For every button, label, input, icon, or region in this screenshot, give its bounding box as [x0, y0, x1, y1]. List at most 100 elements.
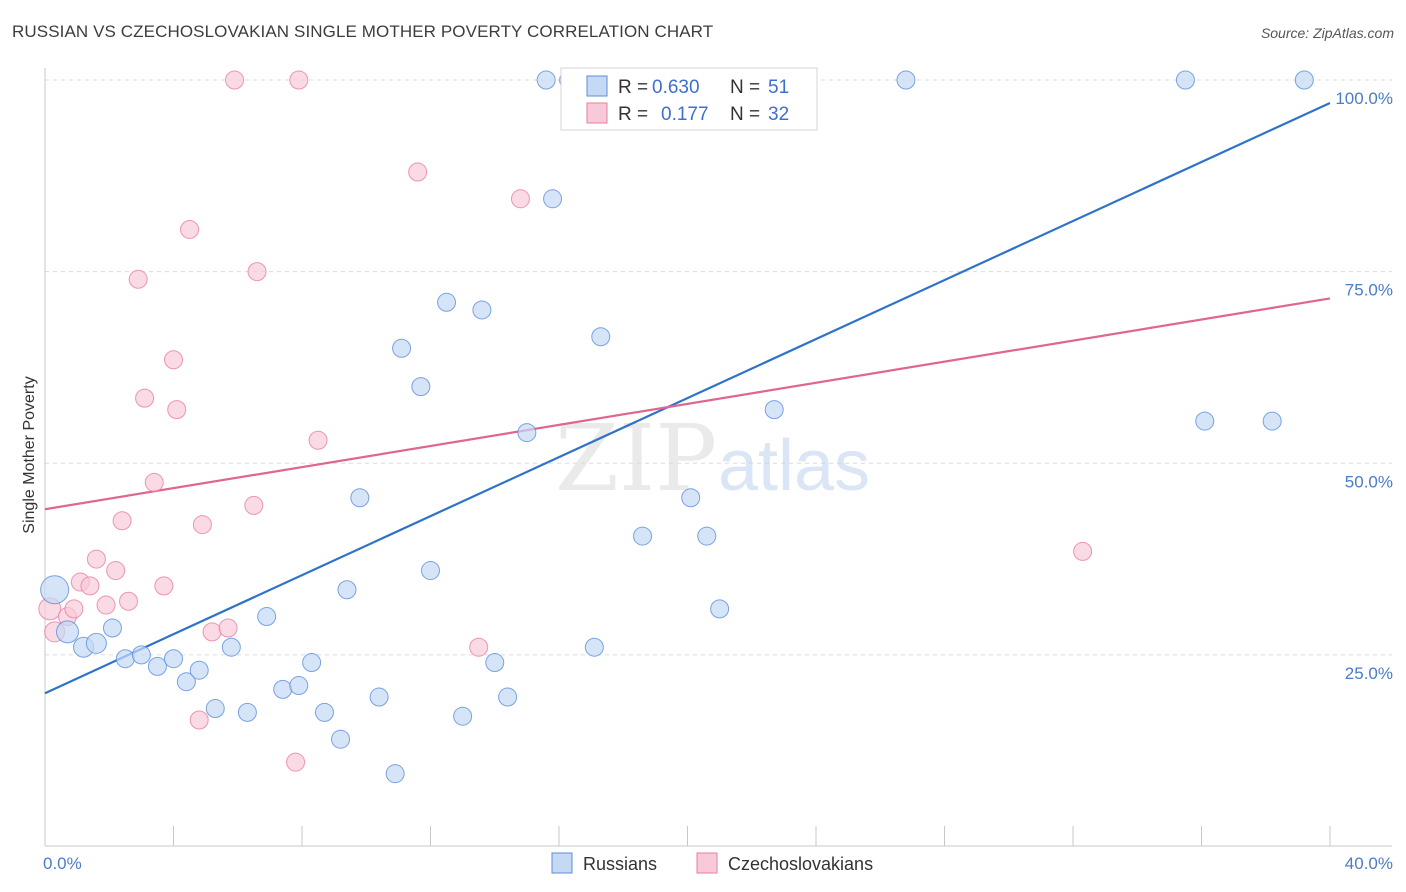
- russians-point: [681, 488, 701, 508]
- russians-point: [453, 706, 473, 726]
- y-tick-label: 50.0%: [1345, 472, 1393, 491]
- czechoslovakians-point: [1073, 541, 1093, 561]
- czechoslovakians-point: [106, 561, 126, 581]
- czechoslovakians-point: [510, 189, 530, 209]
- czechoslovakians-point: [167, 400, 187, 420]
- czechoslovakians-point: [244, 495, 264, 515]
- y-axis-label: Single Mother Poverty: [21, 376, 38, 533]
- russians-trend-line: [44, 101, 1331, 695]
- russians-point: [257, 607, 277, 627]
- czechoslovakians-point: [119, 591, 139, 611]
- trend-lines: [44, 101, 1331, 695]
- russians-point: [764, 400, 784, 420]
- russians-point: [1175, 70, 1195, 90]
- russians-point: [302, 653, 322, 673]
- czechoslovakians-point: [86, 549, 106, 569]
- russians-point: [385, 764, 405, 784]
- russians-point: [115, 649, 135, 669]
- czechoslovakians-point: [135, 388, 155, 408]
- russians-point: [536, 70, 556, 90]
- russians-point: [189, 660, 209, 680]
- x-tick-labels: 0.0% 40.0%: [43, 854, 1393, 873]
- x-tick-label: 40.0%: [1345, 854, 1393, 873]
- russians-point: [164, 649, 183, 669]
- legend-bottom-czechoslovakians-label: Czechoslovakians: [728, 854, 873, 874]
- russians-point: [221, 637, 241, 657]
- russians-point: [55, 620, 79, 644]
- legend-n-value: 51: [768, 77, 789, 98]
- czechoslovakians-point: [469, 637, 489, 657]
- russians-point: [40, 575, 70, 605]
- czechoslovakians-point: [64, 599, 84, 619]
- czechoslovakians-trend-line: [44, 297, 1331, 511]
- legend-r-value: 0.177: [661, 104, 709, 125]
- russians-point: [584, 637, 604, 657]
- czechoslovakians-point: [154, 576, 174, 596]
- russians-point: [1262, 411, 1282, 431]
- russians-point: [176, 672, 196, 692]
- russians-point: [102, 618, 122, 638]
- russians-point: [1195, 411, 1215, 431]
- gridlines: [45, 79, 1392, 656]
- legend-russians-swatch: [586, 75, 608, 97]
- legend-bottom: Russians Czechoslovakians: [551, 852, 873, 874]
- legend-r-value: 0.630: [652, 77, 700, 98]
- y-tick-label: 100.0%: [1335, 89, 1393, 108]
- czechoslovakians-point: [218, 618, 238, 638]
- czechoslovakians-point: [96, 595, 116, 615]
- russians-point: [85, 632, 107, 654]
- czechoslovakians-point: [286, 752, 306, 772]
- axes: [44, 68, 1392, 847]
- russians-point: [350, 488, 370, 508]
- russians-point: [472, 300, 492, 320]
- watermark-atlas: atlas: [718, 426, 870, 506]
- legend-n-value: 32: [768, 104, 789, 125]
- russians-point: [896, 70, 916, 90]
- czechoslovakians-point: [164, 350, 183, 370]
- czechoslovakians-point: [225, 70, 245, 90]
- x-tick-label: 0.0%: [43, 854, 82, 873]
- y-tick-label: 25.0%: [1345, 664, 1393, 683]
- czechoslovakians-point: [144, 472, 164, 492]
- chart-title: RUSSIAN VS CZECHOSLOVAKIAN SINGLE MOTHER…: [12, 22, 714, 41]
- russians-point: [289, 676, 309, 696]
- russians-point: [273, 679, 293, 699]
- russians-point: [633, 526, 653, 546]
- russians-point: [337, 580, 357, 600]
- russians-point: [710, 599, 730, 619]
- czechoslovakians-point: [80, 576, 100, 596]
- legend-top: R = 0.630 N = 51 R = 0.177 N = 32: [560, 67, 818, 131]
- legend-r-label: R =: [618, 77, 648, 98]
- legend-bottom-russians-label: Russians: [583, 854, 657, 874]
- czechoslovakians-point: [408, 162, 428, 182]
- czechoslovakians-point: [180, 219, 200, 239]
- russians-point: [498, 687, 518, 707]
- russians-point: [237, 702, 257, 722]
- legend-bottom-russians-swatch: [551, 852, 573, 874]
- russians-point: [314, 702, 334, 722]
- russians-point: [131, 645, 151, 665]
- y-tick-labels: 25.0% 50.0% 75.0% 100.0%: [1335, 89, 1393, 683]
- czechoslovakians-point: [189, 710, 209, 730]
- source-label: Source: ZipAtlas.com: [1260, 25, 1394, 41]
- czechoslovakians-point: [128, 269, 148, 289]
- legend-n-label: N =: [730, 77, 760, 98]
- czechoslovakians-point: [202, 622, 222, 642]
- czechoslovakians-point: [192, 515, 212, 535]
- russians-point: [331, 729, 351, 749]
- russians-point: [697, 526, 717, 546]
- russians-point: [147, 656, 167, 676]
- legend-bottom-czechoslovakians-swatch: [696, 852, 718, 874]
- czechoslovakians-point: [308, 430, 328, 450]
- czechoslovakians-point: [289, 70, 309, 90]
- russians-point: [591, 327, 611, 347]
- legend-n-label: N =: [730, 104, 760, 125]
- russians-point: [411, 377, 431, 397]
- legend-r-label: R =: [618, 104, 648, 125]
- watermark: ZIP atlas: [555, 405, 870, 512]
- russians-point: [1294, 70, 1314, 90]
- russians-point: [369, 687, 389, 707]
- czechoslovakians-point: [112, 511, 132, 531]
- russians-point: [421, 561, 440, 581]
